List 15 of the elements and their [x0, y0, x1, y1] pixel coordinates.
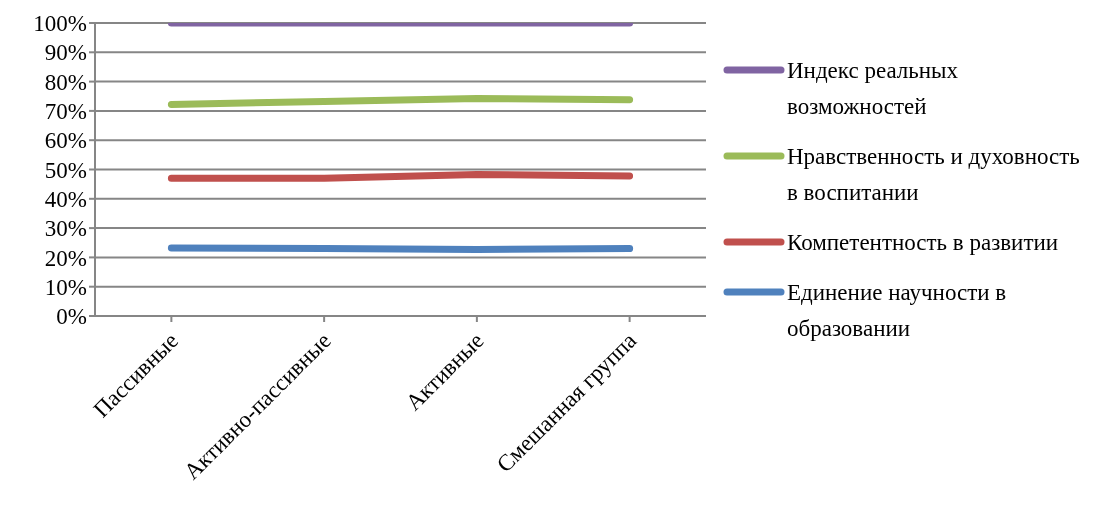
y-tick-label: 0%: [56, 304, 87, 330]
y-tick-label: 50%: [44, 157, 87, 183]
legend-label: Единение научности в образовании: [787, 279, 1008, 343]
y-tick-label: 10%: [44, 274, 87, 300]
y-tick-label: 60%: [44, 128, 87, 154]
y-tick-label: 30%: [44, 216, 87, 242]
y-tick-label: 20%: [44, 245, 87, 271]
y-tick-label: 70%: [44, 99, 87, 125]
y-tick-label: 40%: [44, 186, 87, 212]
legend-label: Индекс реальных возможностей: [787, 57, 960, 121]
legend-label: Компетентность в развитии: [787, 229, 1059, 257]
legend-label: Нравственность и духовность в воспитании: [787, 143, 1081, 207]
y-tick-label: 80%: [44, 69, 87, 95]
y-tick-label: 100%: [33, 11, 87, 37]
y-tick-label: 90%: [44, 40, 87, 66]
